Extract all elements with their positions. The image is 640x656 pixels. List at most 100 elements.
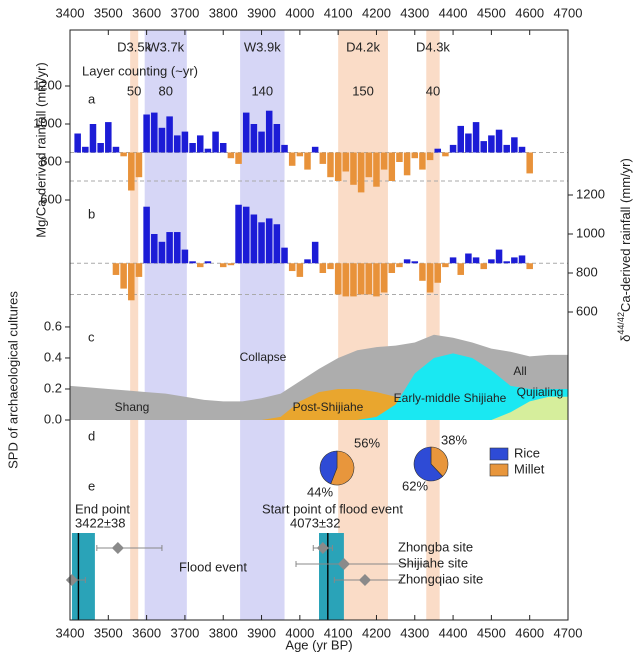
band-label: D4.2k — [346, 39, 380, 54]
annotation: Shang — [115, 400, 150, 414]
bar — [495, 129, 503, 153]
bar — [242, 206, 250, 264]
layer-counting-title: Layer counting (~yr) — [82, 63, 198, 78]
bar — [526, 152, 533, 174]
bar — [411, 261, 419, 264]
legend-swatch — [489, 447, 509, 461]
bar — [442, 152, 449, 157]
y-axis-title: δ44/42Ca-derived rainfall (mm/yr) — [616, 158, 633, 342]
bar — [396, 152, 403, 162]
bar — [472, 257, 480, 264]
layer-count: 80 — [159, 83, 173, 98]
band-label: W3.7k — [147, 39, 184, 54]
annotation: Collapse — [240, 350, 287, 364]
bar — [319, 263, 327, 273]
y-tick-label: 800 — [576, 264, 598, 279]
x-tick-label: 4500 — [477, 5, 506, 20]
bar — [403, 152, 411, 176]
bar — [219, 263, 227, 268]
bar — [411, 152, 419, 159]
bar — [281, 247, 288, 264]
x-tick-label: 4000 — [285, 5, 314, 20]
x-tick-label: 3500 — [94, 5, 123, 20]
area — [70, 396, 568, 420]
bar — [166, 116, 173, 153]
pie-value-label: 38% — [441, 432, 467, 447]
pie-slice — [330, 450, 355, 486]
pie-slice — [413, 446, 444, 482]
y-tick-label: 0.2 — [44, 380, 62, 395]
bar — [82, 146, 89, 153]
bar — [526, 263, 533, 270]
pie-value-label: 44% — [307, 484, 333, 499]
bar — [250, 124, 258, 153]
bar — [319, 152, 327, 164]
x-tick-label: 3800 — [209, 625, 238, 640]
site-point — [337, 558, 350, 570]
climate-band — [130, 30, 139, 620]
bar — [151, 112, 158, 153]
bar — [265, 110, 273, 153]
panel-letter: a — [88, 91, 96, 106]
panel-letter: b — [88, 206, 95, 221]
band-label: D4.3k — [416, 39, 450, 54]
bar — [511, 257, 518, 264]
bar — [373, 263, 380, 297]
bar — [457, 125, 464, 153]
x-tick-label: 3700 — [170, 5, 199, 20]
bar — [196, 263, 204, 268]
layer-count: 140 — [251, 83, 273, 98]
pie-slice — [319, 450, 338, 485]
bar — [166, 232, 173, 264]
bar — [112, 263, 120, 275]
legend-swatch — [489, 463, 509, 477]
y-axis-title-part: Ca-derived rainfall (mm/yr) — [618, 158, 633, 312]
bar — [311, 146, 319, 153]
bar — [227, 263, 235, 266]
bar — [212, 131, 219, 153]
event-label: Start point of flood event — [262, 501, 403, 516]
bar — [112, 146, 120, 153]
site-point — [358, 574, 371, 586]
bar — [511, 137, 518, 153]
plot-frame — [69, 29, 569, 621]
bar — [196, 135, 204, 153]
x-tick-label: 3400 — [56, 5, 85, 20]
flood-label: Flood event — [179, 559, 247, 574]
bar — [242, 112, 250, 153]
layer-count: 40 — [426, 83, 440, 98]
x-tick-label: 4200 — [362, 5, 391, 20]
bar — [518, 146, 526, 153]
y-tick-label: 0.4 — [44, 349, 62, 364]
bar — [181, 249, 189, 264]
bar — [281, 144, 288, 153]
bar — [189, 143, 196, 153]
x-tick-label: 4400 — [439, 625, 468, 640]
x-tick-label: 3900 — [247, 5, 276, 20]
x-tick-label: 4200 — [362, 625, 391, 640]
bar — [503, 261, 510, 264]
bar — [288, 152, 296, 166]
bar — [235, 204, 242, 264]
pie-value-label: 62% — [402, 478, 428, 493]
x-tick-label: 4400 — [439, 5, 468, 20]
y-axis-title: Mg/Ca-derived rainfall (mm/yr) — [33, 62, 48, 238]
band-label: W3.9k — [244, 39, 281, 54]
bar — [434, 263, 442, 283]
x-tick-label: 4100 — [324, 5, 353, 20]
bar — [135, 263, 143, 277]
bar — [97, 143, 104, 153]
y-tick-label: 600 — [576, 303, 598, 318]
bar — [120, 263, 127, 289]
bar — [327, 152, 334, 178]
bar — [503, 144, 510, 153]
area-label: All — [513, 364, 526, 378]
event-label: End point — [75, 501, 130, 516]
bar — [174, 232, 181, 264]
bar — [265, 218, 273, 264]
x-tick-label: 4300 — [400, 5, 429, 20]
bar — [480, 263, 487, 270]
y-tick-label: 0.6 — [44, 318, 62, 333]
y-tick-label: 600 — [40, 191, 62, 206]
